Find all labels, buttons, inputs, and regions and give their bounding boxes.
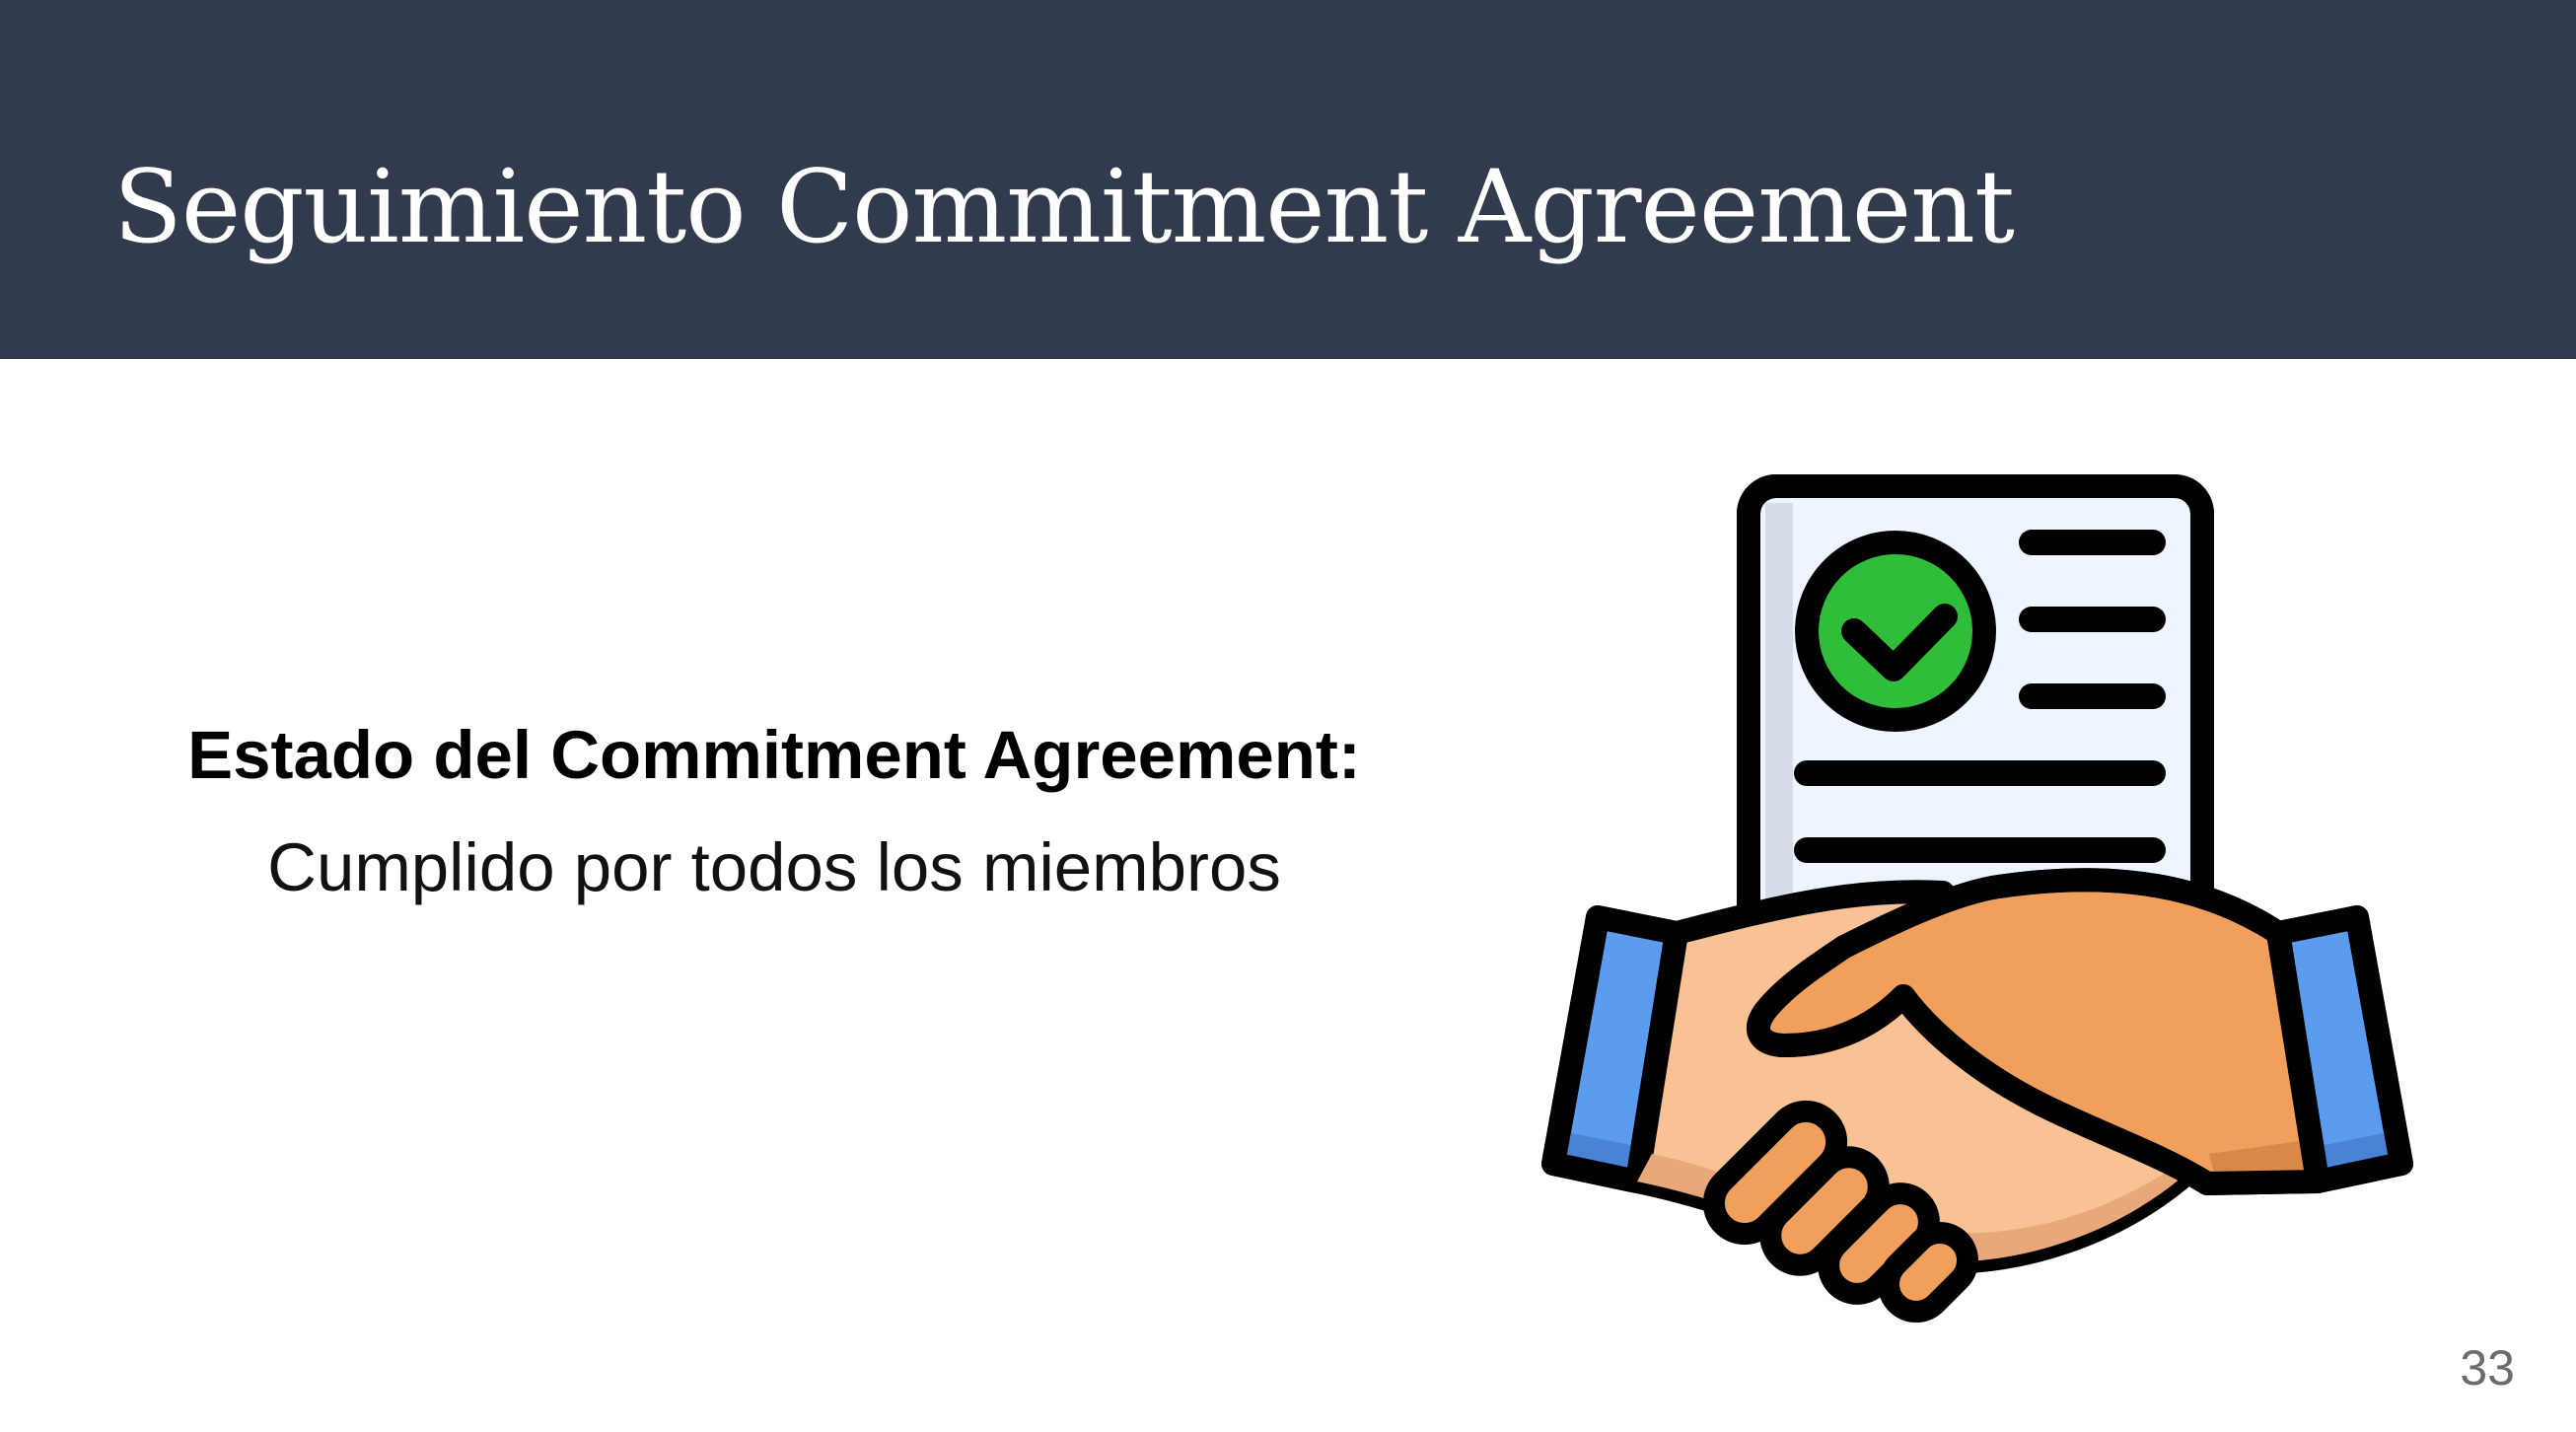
status-heading: Estado del Commitment Agreement: (187, 717, 1361, 793)
page-number: 33 (2460, 1340, 2515, 1396)
status-block: Estado del Commitment Agreement: Cumplid… (138, 708, 1410, 915)
checkmark-icon (1795, 531, 1996, 732)
header-band: Seguimiento Commitment Agreement (0, 0, 2576, 359)
slide-title: Seguimiento Commitment Agreement (113, 149, 2015, 266)
handshake-icon (1541, 868, 2413, 1324)
status-value: Cumplido por todos los miembros (267, 829, 1281, 905)
handshake-contract-icon (1541, 474, 2413, 1324)
